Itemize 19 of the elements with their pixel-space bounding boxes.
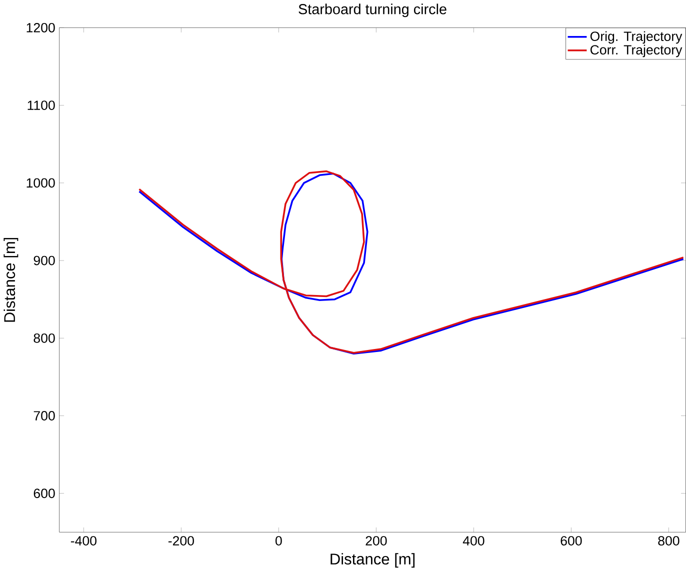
x-tick-label: 600	[560, 536, 582, 546]
x-tick-label: -400	[70, 536, 96, 546]
x-tick-label: -200	[168, 536, 194, 546]
y-tick-label: 700	[34, 410, 55, 420]
legend-label: Corr. Trajectory	[590, 44, 682, 58]
chart-title: Starboard turning circle	[298, 4, 446, 17]
x-tick-label: 0	[276, 536, 282, 546]
x-tick-label: 200	[366, 536, 387, 546]
y-tick-label: 800	[34, 333, 55, 343]
x-tick-label: 400	[462, 536, 484, 546]
y-axis-title: Distance [m]	[4, 238, 18, 322]
x-tick-label: 800	[658, 536, 680, 546]
y-tick-label: 900	[34, 256, 55, 266]
y-tick-label: 1100	[28, 100, 55, 110]
x-axis-title: Distance [m]	[330, 552, 415, 568]
y-tick-label: 1000	[26, 178, 55, 188]
y-tick-label: 1200	[26, 22, 55, 32]
y-tick-label: 600	[34, 488, 55, 498]
legend-label: Orig. Trajectory	[590, 31, 682, 44]
